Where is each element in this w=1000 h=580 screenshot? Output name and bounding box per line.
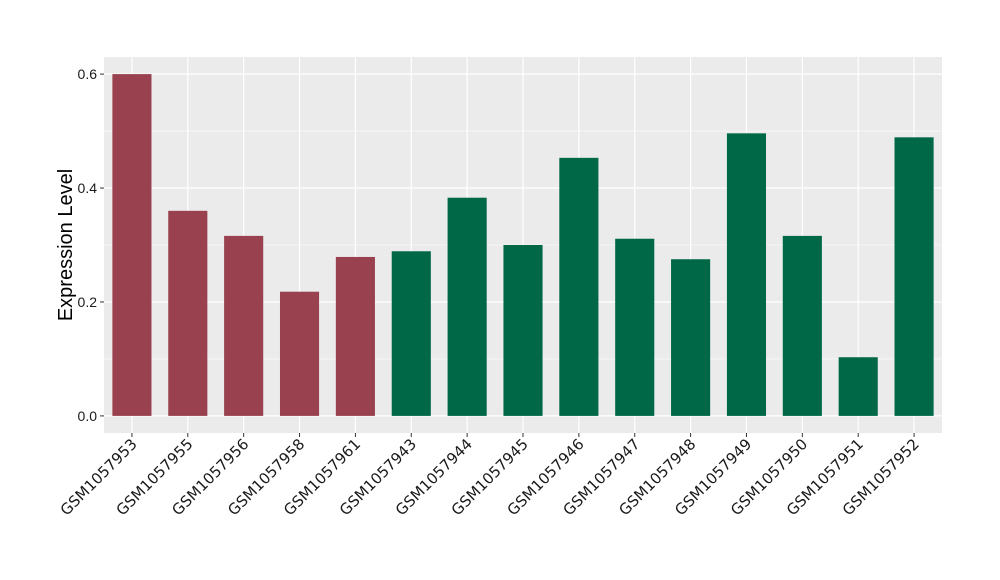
bar-GSM1057961 [335, 256, 375, 416]
bar-GSM1057952 [894, 137, 934, 416]
bar-GSM1057950 [782, 235, 822, 416]
y-tick-label: 0.6 [78, 66, 98, 82]
bar-GSM1057955 [168, 210, 208, 416]
bar-GSM1057947 [615, 238, 655, 416]
bar-GSM1057945 [503, 245, 543, 416]
bars [112, 74, 934, 416]
bar-GSM1057946 [559, 157, 599, 416]
bar-GSM1057948 [671, 259, 711, 416]
y-tick-label: 0.2 [78, 294, 98, 310]
bar-GSM1057949 [726, 133, 767, 416]
bar-GSM1057953 [112, 74, 152, 416]
bar-GSM1057951 [838, 357, 878, 416]
bar-GSM1057958 [279, 291, 320, 416]
y-axis-label: Expression Level [55, 169, 77, 321]
bar-GSM1057956 [224, 235, 264, 416]
bar-GSM1057943 [391, 251, 431, 416]
y-tick-label: 0.0 [78, 408, 98, 424]
y-axis: 0.0 0.2 0.4 0.6 [78, 66, 104, 424]
x-axis: GSM1057953GSM1057955GSM1057956GSM1057958… [57, 433, 923, 519]
y-tick-label: 0.4 [78, 180, 98, 196]
bar-GSM1057944 [447, 197, 487, 416]
